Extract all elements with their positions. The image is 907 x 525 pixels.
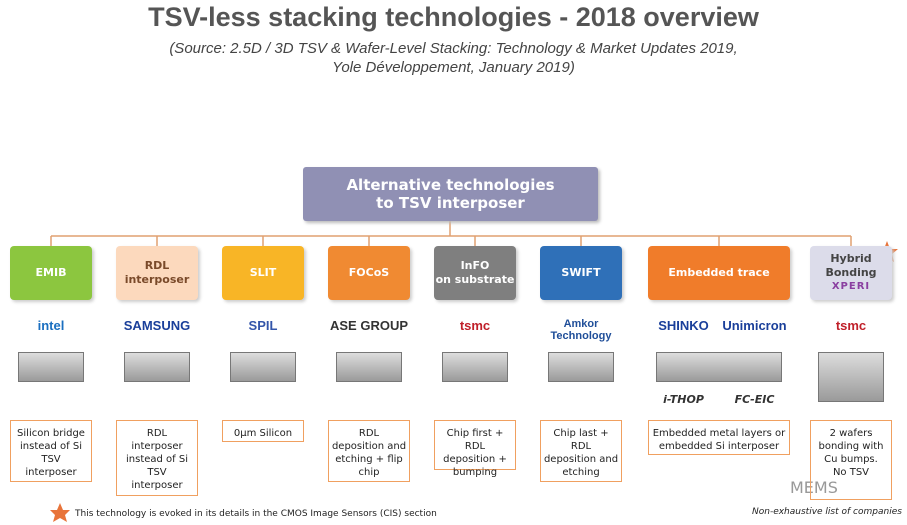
label-line: on substrate — [435, 273, 515, 286]
company-logo: tsmc — [835, 318, 867, 333]
label-line: RDL — [144, 259, 170, 272]
description-line: Chip first + RDL — [446, 428, 504, 452]
package-image — [124, 352, 190, 382]
label-line: Embedded trace — [668, 266, 770, 279]
description-line: deposition and — [543, 454, 619, 465]
company-logo: intel — [37, 318, 65, 333]
company-logo: Unimicron — [722, 318, 787, 333]
root-line: to TSV interposer — [376, 194, 525, 212]
image-caption: i-THOP — [663, 393, 704, 406]
description-line: instead of Si — [20, 441, 82, 452]
description: 0µm Silicon — [222, 420, 304, 442]
company-logo: SPIL — [248, 318, 278, 333]
description-line: RDL — [146, 428, 168, 439]
description-line: 0µm Silicon — [233, 428, 293, 439]
tech-label: SWIFT — [540, 246, 622, 300]
description-line: etching + flip — [335, 454, 403, 465]
package-image — [336, 352, 402, 382]
tech-label: Embedded trace — [648, 246, 790, 300]
tech-label: RDL interposer — [116, 246, 198, 300]
description-line: bumping — [452, 467, 498, 478]
tech-label: FOCoS — [328, 246, 410, 300]
description: RDL deposition and etching + flip chip — [328, 420, 410, 482]
footnote: This technology is evoked in its details… — [75, 509, 437, 519]
description-line: Chip last + — [553, 428, 609, 439]
company-logo: tsmc — [459, 318, 491, 333]
package-image — [548, 352, 614, 382]
description-line: Embedded metal layers or — [652, 428, 786, 439]
package-image — [18, 352, 84, 382]
tech-label: SLIT — [222, 246, 304, 300]
description-line: TSV — [41, 454, 61, 465]
description-line: embedded Si interposer — [658, 441, 780, 452]
label-line: Bonding — [825, 266, 877, 279]
label-line: InFO — [460, 259, 490, 272]
tech-label: Hybrid Bonding XPERI — [810, 246, 892, 300]
description-line: deposition and — [331, 441, 407, 452]
description-line: deposition + — [443, 454, 507, 465]
description-line: No TSV — [832, 467, 870, 478]
description-line: RDL — [570, 441, 592, 452]
label-line: SLIT — [249, 266, 277, 279]
description-line: Silicon bridge — [17, 428, 85, 439]
description-line: interposer — [131, 441, 183, 452]
description: Embedded metal layers or embedded Si inte… — [648, 420, 790, 455]
company-logo: SHINKO — [658, 318, 709, 333]
source: Yole Développement, January 2019) — [332, 59, 575, 76]
label-line: SWIFT — [561, 266, 601, 279]
description-line: interposer — [131, 480, 183, 491]
label-line: interposer — [124, 273, 190, 286]
package-image — [656, 352, 782, 382]
description-line: Cu bumps. — [824, 454, 878, 465]
tech-label: InFO on substrate — [434, 246, 516, 300]
description-line: chip — [358, 467, 380, 478]
brand: XPERI — [831, 281, 871, 292]
description-line: etching — [562, 467, 600, 478]
description: Chip last + RDL deposition and etching — [540, 420, 622, 482]
description: Silicon bridge instead of Si TSV interposer — [10, 420, 92, 482]
description: 2 wafers bonding with Cu bumps. No TSV — [810, 420, 892, 500]
package-image — [230, 352, 296, 382]
company-logo: ASE GROUP — [329, 318, 408, 333]
description-line: RDL — [358, 428, 380, 439]
package-image — [818, 352, 884, 402]
description-line: 2 wafers — [829, 428, 873, 439]
description-line: instead of Si — [126, 454, 188, 465]
root-node: Alternative technologies to TSV interpos… — [303, 167, 598, 221]
company-logo: Amkor Technology — [550, 318, 612, 342]
label-line: FOCoS — [348, 266, 390, 279]
title: TSV-less stacking technologies - 2018 ov… — [148, 2, 759, 32]
image-caption: FC-EIC — [734, 393, 775, 406]
description-line: TSV — [147, 467, 167, 478]
source: (Source: 2.5D / 3D TSV & Wafer-Level Sta… — [169, 40, 738, 57]
description-line: interposer — [25, 467, 77, 478]
description-line: bonding with — [818, 441, 884, 452]
note: Non-exhaustive list of companies — [752, 507, 902, 517]
watermark: MEMS — [790, 478, 838, 497]
label-line: EMIB — [35, 266, 67, 279]
package-image — [442, 352, 508, 382]
description: RDL interposer instead of Si TSV interposer — [116, 420, 198, 496]
root-line: Alternative technologies — [346, 176, 555, 194]
description: Chip first + RDL deposition + bumping — [434, 420, 516, 478]
company-logo: SAMSUNG — [123, 318, 191, 333]
label-line: Hybrid — [830, 252, 872, 265]
tech-label: EMIB — [10, 246, 92, 300]
